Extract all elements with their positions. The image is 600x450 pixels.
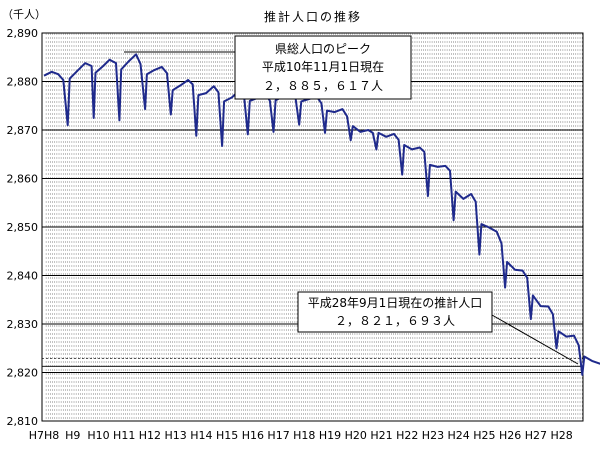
x-tick-label: H22 [396, 429, 418, 442]
y-tick-label: 2,880 [7, 76, 39, 89]
current-annotation: 平成28年9月1日現在の推計人口 ２，８２１，６９３人 [297, 291, 579, 365]
x-tick-label: H25 [473, 429, 495, 442]
x-tick-label: H13 [165, 429, 187, 442]
x-tick-label: H17 [267, 429, 289, 442]
y-tick-label: 2,890 [7, 27, 39, 40]
reference-lines [42, 357, 583, 367]
x-tick-label: H11 [113, 429, 135, 442]
x-tick-label: H21 [370, 429, 392, 442]
x-tick-label: H26 [499, 429, 521, 442]
y-tick-label: 2,820 [7, 367, 39, 380]
y-axis-tick-labels: 2,810 2,820 2,830 2,840 2,850 2,860 2,870 2,880… [7, 27, 39, 428]
y-tick-label: 2,850 [7, 221, 39, 234]
peak-annotation-line-3: ２，８８５，６１７人 [263, 79, 383, 93]
x-tick-label: H14 [190, 429, 212, 442]
y-tick-label: 2,870 [7, 124, 39, 137]
y-tick-label: 2,830 [7, 318, 39, 331]
peak-annotation-line-2: 平成10年11月1日現在 [262, 60, 384, 74]
population-series-line [43, 53, 600, 376]
current-annotation-line-2: ２，８２１，６９３人 [335, 314, 455, 328]
x-tick-label: H9 [65, 429, 80, 442]
y-axis-unit-label: （千人） [2, 8, 46, 21]
y-tick-label: 2,860 [7, 173, 39, 186]
x-tick-label: H28 [550, 429, 572, 442]
x-tick-label: H20 [345, 429, 367, 442]
peak-annotation-line-1: 県総人口のピーク [275, 42, 371, 56]
current-leader-line [491, 314, 579, 365]
x-tick-label: H27 [525, 429, 547, 442]
x-tick-label: H24 [448, 429, 470, 442]
x-tick-label: H15 [216, 429, 238, 442]
x-tick-label: H16 [242, 429, 264, 442]
y-tick-label: 2,810 [7, 415, 39, 428]
x-tick-label: H12 [139, 429, 161, 442]
chart-title: 推計人口の推移 [264, 9, 362, 24]
peak-annotation-box [234, 35, 412, 100]
x-tick-label: H23 [422, 429, 444, 442]
current-annotation-line-1: 平成28年9月1日現在の推計人口 [308, 295, 483, 310]
x-tick-label: H7H8 [29, 429, 60, 442]
x-axis-tick-labels: H7H8 H9 H10 H11 H12 H13 H14 H15 H16 H17 H18 H19 H20 H… [29, 429, 573, 442]
series-group [43, 53, 600, 376]
x-tick-label: H19 [319, 429, 341, 442]
x-tick-label: H10 [87, 429, 109, 442]
peak-annotation: 県総人口のピーク 平成10年11月1日現在 ２，８８５，６１７人 [124, 35, 412, 100]
y-tick-label: 2,840 [7, 270, 39, 283]
x-tick-label: H18 [293, 429, 315, 442]
current-annotation-box [297, 291, 493, 333]
plot-area-border [41, 32, 584, 422]
